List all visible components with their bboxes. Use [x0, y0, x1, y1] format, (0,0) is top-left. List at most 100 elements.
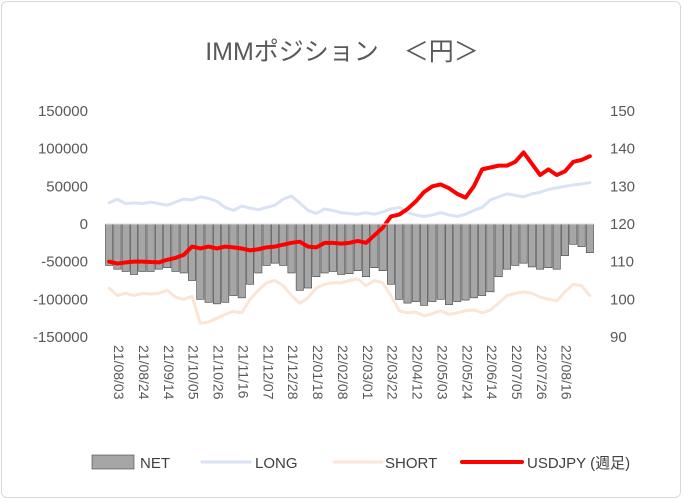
x-tick-label: 22/07/26 [534, 345, 550, 400]
left-tick-label: 100000 [38, 141, 88, 158]
net-bar [337, 223, 346, 275]
x-tick-label: 21/12/07 [260, 345, 276, 400]
x-tick-label: 22/02/08 [335, 345, 351, 400]
net-bar [386, 223, 395, 285]
legend: NET LONG SHORT USDJPY (週足) [91, 454, 630, 472]
net-bar [262, 223, 271, 266]
x-tick-label: 22/06/14 [484, 345, 500, 400]
x-tick-label: 22/07/05 [509, 345, 525, 400]
net-bar [270, 223, 279, 264]
net-bar [328, 223, 337, 272]
net-bar [420, 223, 429, 306]
x-tick-label: 21/08/24 [136, 345, 152, 400]
net-bar [105, 223, 114, 266]
net-bar [469, 223, 478, 299]
net-bar [138, 223, 147, 272]
x-tick-label: 22/03/01 [360, 345, 376, 400]
series-lines [107, 150, 592, 325]
legend-net-swatch [91, 454, 135, 470]
net-bar [345, 223, 354, 275]
usdjpy-line [107, 150, 592, 266]
net-bar [287, 223, 296, 274]
long-line [107, 277, 592, 325]
left-tick-label: -100000 [33, 291, 88, 308]
net-bar [188, 223, 196, 281]
net-bar [212, 223, 221, 305]
net-bar [295, 223, 304, 291]
right-tick-label: 120 [610, 216, 635, 233]
x-tick-label: 22/01/18 [310, 345, 326, 400]
net-bar [130, 223, 138, 275]
x-tick-label: 21/12/28 [285, 345, 301, 400]
net-bar [585, 223, 594, 253]
chart-title: IMMポジション ＜円＞ [205, 38, 479, 66]
net-bar [411, 223, 420, 302]
net-bar [146, 223, 155, 272]
x-tick-label: 21/10/26 [211, 345, 227, 400]
net-bar [362, 223, 371, 278]
x-tick-label: 21/11/16 [235, 345, 251, 399]
legend-label: NET [140, 455, 170, 472]
x-tick-label: 22/03/22 [385, 345, 401, 400]
net-bar [196, 223, 205, 300]
net-bar [527, 223, 536, 268]
net-bar [229, 223, 238, 296]
x-tick-label: 22/05/24 [459, 345, 475, 400]
short-line [107, 181, 592, 218]
net-bar [569, 223, 578, 245]
x-tick-label: 22/08/16 [559, 345, 575, 400]
net-bar [312, 223, 321, 278]
left-axis-ticks: 150000 100000 50000 0 -50000 -100000 -150000 [33, 103, 88, 346]
net-bar [221, 223, 230, 303]
net-bar [536, 223, 545, 270]
right-tick-label: 150 [610, 103, 635, 120]
x-tick-label: 21/08/03 [111, 345, 127, 400]
legend-label: USDJPY (週足) [527, 455, 630, 472]
net-bar [445, 223, 453, 305]
net-bar [494, 223, 503, 278]
net-bar [478, 223, 487, 296]
net-bar [519, 223, 528, 264]
left-tick-label: -50000 [41, 254, 88, 271]
net-bar [461, 223, 470, 301]
net-bar [486, 223, 495, 293]
net-bar [304, 223, 313, 289]
net-bar [237, 223, 246, 299]
x-tick-label: 21/09/14 [161, 345, 177, 400]
net-bar [395, 223, 404, 300]
x-tick-label: 22/05/03 [434, 345, 450, 400]
left-tick-label: -150000 [33, 329, 88, 346]
left-tick-label: 150000 [38, 103, 88, 120]
x-tick-label: 22/04/12 [410, 345, 426, 400]
net-bar [552, 223, 561, 270]
net-bar [353, 223, 362, 272]
net-bar [428, 223, 437, 302]
x-tick-label: 21/10/05 [186, 345, 202, 400]
net-bar [246, 223, 254, 285]
right-tick-label: 110 [610, 254, 634, 271]
net-bar [453, 223, 462, 302]
legend-label: LONG [255, 455, 298, 472]
net-bar [577, 223, 586, 247]
net-bar [171, 223, 180, 272]
net-bar [503, 223, 511, 270]
net-bar [320, 223, 329, 274]
net-bar [561, 223, 569, 256]
net-bar [544, 223, 553, 268]
net-bar [511, 223, 520, 266]
right-tick-label: 90 [610, 329, 627, 346]
net-bar [403, 223, 412, 304]
right-axis-ticks: 150 140 130 120 110 100 90 [610, 103, 635, 346]
right-tick-label: 140 [610, 141, 635, 158]
net-bar [436, 223, 445, 300]
x-axis-ticks: 21/08/03 21/08/24 21/09/14 21/10/05 21/10/26… [111, 345, 575, 400]
net-bar [179, 223, 188, 274]
legend-label: SHORT [385, 455, 437, 472]
left-tick-label: 0 [80, 216, 88, 233]
right-tick-label: 130 [610, 178, 635, 195]
left-tick-label: 50000 [46, 178, 88, 195]
net-bar [204, 223, 213, 303]
right-tick-label: 100 [610, 291, 635, 308]
